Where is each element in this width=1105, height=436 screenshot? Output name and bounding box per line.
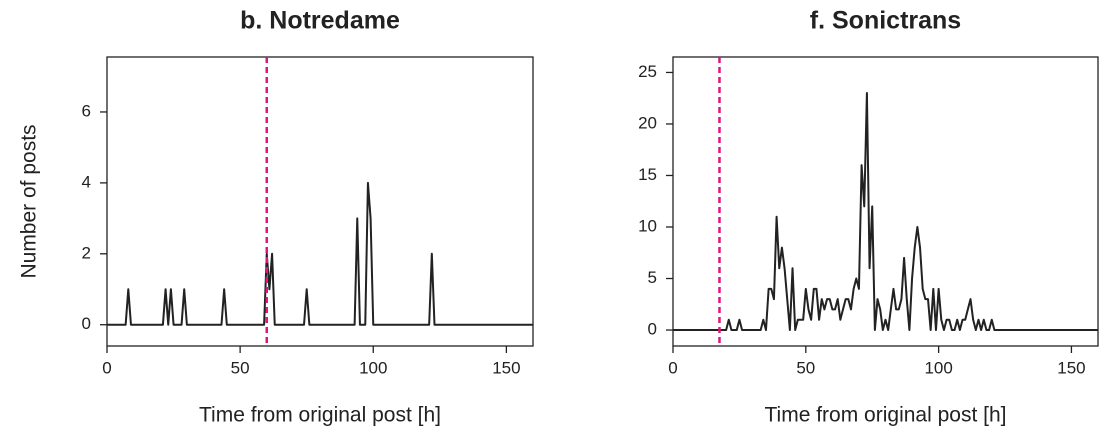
chart-title: f. Sonictrans (810, 7, 961, 35)
chart-title: b. Notredame (240, 7, 400, 35)
x-axis-label: Time from original post [h] (765, 404, 1007, 427)
y-tick-label: 6 (82, 101, 91, 120)
y-axis-label: Number of posts (18, 124, 41, 278)
y-tick-label: 0 (82, 314, 91, 333)
y-tick-label: 2 (82, 243, 91, 262)
data-line (107, 181, 533, 326)
y-tick-label: 5 (648, 268, 657, 287)
plot-frame (106, 56, 534, 347)
y-tick-label: 15 (638, 165, 657, 184)
plot-frame (672, 56, 1099, 347)
x-tick-label: 100 (359, 358, 387, 377)
x-tick-label: 150 (1057, 358, 1085, 377)
x-axis-label: Time from original post [h] (199, 404, 441, 427)
x-tick-label: 50 (796, 358, 815, 377)
x-tick-label: 100 (924, 358, 952, 377)
data-line (673, 92, 1098, 332)
y-tick-label: 20 (638, 113, 657, 132)
y-tick-label: 10 (638, 216, 657, 235)
x-tick-label: 0 (668, 358, 677, 377)
y-tick-label: 0 (648, 320, 657, 339)
x-tick-label: 150 (492, 358, 520, 377)
x-tick-label: 0 (102, 358, 111, 377)
y-tick-label: 4 (82, 172, 91, 191)
x-tick-label: 50 (231, 358, 250, 377)
y-tick-label: 25 (638, 62, 657, 81)
